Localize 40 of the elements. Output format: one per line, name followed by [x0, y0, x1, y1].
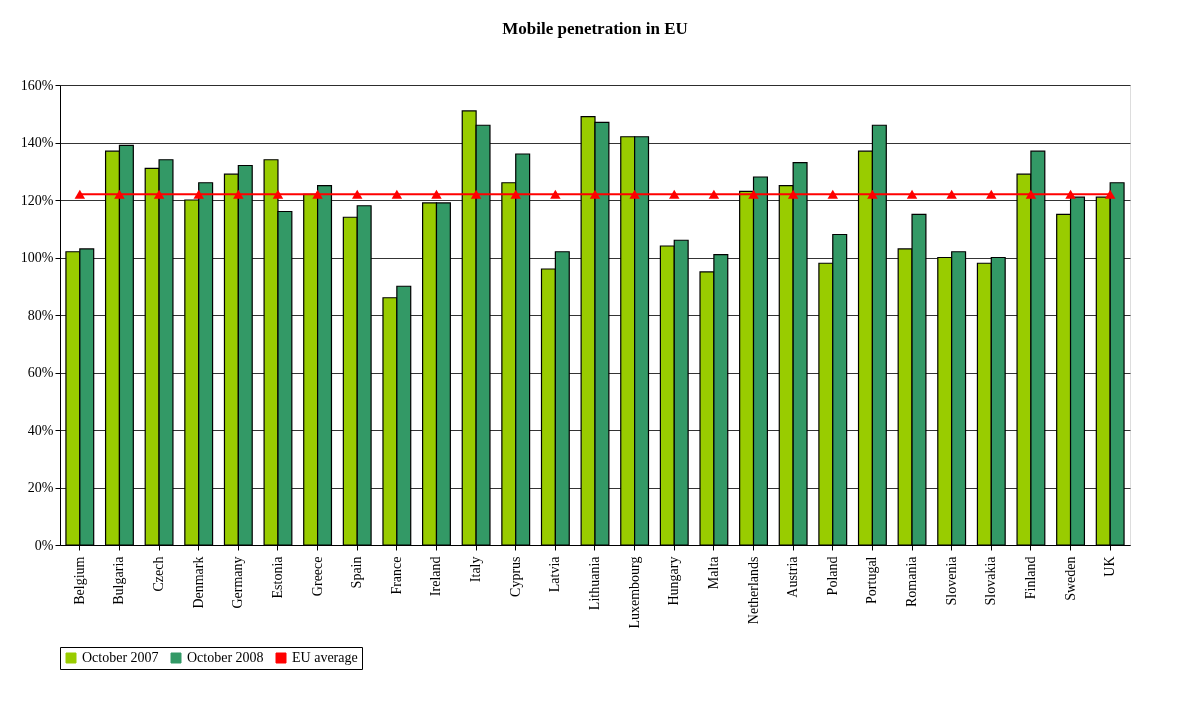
- legend-label: EU average: [292, 650, 358, 665]
- x-tick-label: Portugal: [864, 556, 880, 604]
- x-tick-label: Estonia: [269, 555, 285, 599]
- x-tick-label: Romania: [904, 555, 920, 608]
- y-tick-label: 160%: [20, 77, 54, 93]
- chart-title: Mobile penetration in EU: [502, 19, 688, 38]
- x-tick-label: Latvia: [547, 555, 563, 593]
- x-tick-label: Denmark: [190, 556, 206, 609]
- y-tick-label: 20%: [27, 480, 54, 495]
- x-tick-label: Czech: [151, 556, 167, 592]
- y-tick-label: 80%: [27, 307, 54, 323]
- x-tick-label: France: [388, 556, 404, 595]
- x-tick-label: Spain: [349, 556, 365, 589]
- y-tick-label: 0%: [34, 537, 54, 553]
- x-tick-label: Malta: [705, 555, 721, 590]
- x-tick-label: Greece: [309, 556, 325, 597]
- x-tick-label: Netherlands: [745, 556, 761, 625]
- y-tick-label: 60%: [27, 365, 54, 380]
- y-tick-label: 140%: [20, 135, 54, 150]
- x-tick-label: Belgium: [71, 556, 87, 605]
- y-tick-label: 40%: [27, 422, 54, 438]
- x-tick-label: Luxembourg: [626, 556, 642, 629]
- x-tick-label: Lithuania: [587, 555, 602, 611]
- y-tick-label: 100%: [20, 250, 54, 265]
- x-tick-label: Bulgaria: [111, 555, 127, 605]
- x-tick-label: Germany: [230, 556, 246, 609]
- x-tick-label: Finland: [1022, 556, 1038, 600]
- x-tick-label: Slovenia: [943, 555, 959, 606]
- x-tick-label: Slovakia: [983, 555, 999, 606]
- x-tick-label: Sweden: [1062, 556, 1078, 601]
- legend-label: October 2007: [82, 650, 159, 665]
- x-tick-label: Cyprus: [507, 556, 523, 597]
- x-tick-label: Hungary: [666, 556, 682, 606]
- y-tick-label: 120%: [20, 192, 54, 208]
- x-tick-label: Ireland: [428, 556, 444, 597]
- x-tick-label: Poland: [824, 556, 840, 596]
- x-tick-label: UK: [1102, 556, 1118, 577]
- x-tick-label: Italy: [468, 556, 484, 583]
- x-tick-label: Austria: [785, 555, 801, 598]
- legend-label: October 2008: [187, 650, 264, 665]
